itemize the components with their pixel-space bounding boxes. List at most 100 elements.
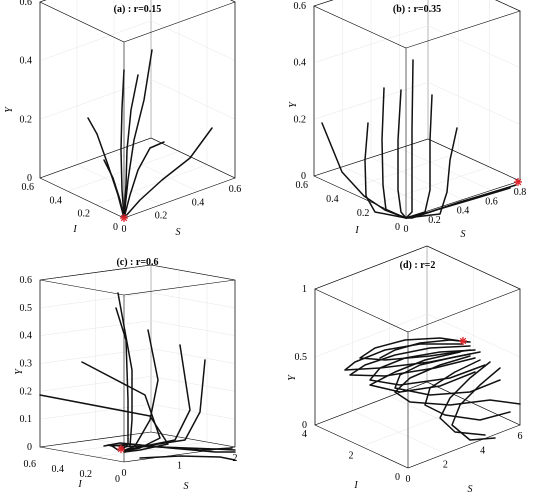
wall-grid-line: [314, 313, 521, 358]
x-tick-label: 0.6: [229, 184, 242, 195]
z-tick-label: 0.6: [20, 0, 33, 8]
y-tick-label: 0.4: [326, 194, 339, 205]
y-tick-label: 2: [349, 451, 354, 462]
y-axis-label: I: [353, 480, 358, 491]
trajectory-line: [379, 339, 471, 359]
trajectory-line: [87, 117, 125, 219]
y-axis-label: I: [354, 225, 359, 236]
trajectory-line: [81, 361, 161, 452]
floor-front-edge: [39, 177, 236, 219]
x-axis-label: S: [176, 227, 181, 238]
x-tick-label: 2: [233, 453, 238, 464]
trajectory-line: [369, 351, 476, 393]
y-axis-label: I: [77, 479, 82, 490]
floor-grid-line: [342, 166, 435, 209]
trajectory-line: [103, 442, 233, 451]
z-tick-label: 0.1: [20, 414, 33, 425]
y-tick-label: 0: [115, 474, 120, 485]
trajectory-line: [124, 329, 159, 451]
floor-grid-line: [399, 148, 492, 191]
x-tick-label: 0.2: [428, 215, 441, 226]
trajectory-line: [394, 351, 501, 396]
trajectory-line: [124, 344, 191, 453]
trajectory-line: [451, 367, 501, 441]
trajectory-line: [405, 59, 414, 219]
trajectory-line: [405, 127, 458, 219]
box-top-frame: [313, 0, 521, 49]
x-tick-label: 0.2: [155, 211, 168, 222]
trajectory-line: [123, 74, 139, 219]
z-tick-label: 0.6: [20, 275, 33, 286]
trajectory-line: [115, 307, 129, 451]
trajectory-line: [349, 345, 476, 377]
floor-grid-line: [67, 151, 180, 192]
wall-grid-line: [313, 82, 521, 125]
z-tick-label: 0: [302, 420, 307, 431]
x-tick-label: 0.4: [192, 197, 205, 208]
trajectory-line: [117, 292, 133, 449]
panel-title: (b) : r=0.35: [393, 4, 441, 15]
z-tick-label: 0.6: [294, 1, 307, 12]
panel-b: 00.20.40.60.800.20.40.600.20.40.6SIY(b) …: [288, 0, 526, 240]
trajectory-line: [381, 87, 407, 219]
wall-grid-line: [39, 79, 236, 120]
wall-grid-line: [39, 320, 236, 336]
box-top-frame: [39, 0, 236, 43]
trajectory-line: [139, 455, 236, 461]
equilibrium-marker: [514, 178, 522, 186]
wall-grid-line: [314, 381, 521, 426]
x-tick-label: 6: [518, 431, 523, 442]
wall-grid-line: [39, 403, 236, 420]
panel-c: 0 1 2 0 0.2 0.4 0.6 0 0.1 0.2 0.3 0.4 0.5 0.6 S I Y (c) :…: [14, 257, 238, 492]
equilibrium-marker: [117, 445, 125, 453]
y-tick-label: 0.6: [22, 182, 35, 193]
x-tick-label: 0.6: [485, 196, 498, 207]
y-tick-label: 0.4: [50, 195, 63, 206]
floor-front-edge: [314, 424, 521, 469]
x-tick-label: 0.8: [514, 187, 527, 198]
box-top-frame: [314, 245, 521, 333]
z-tick-label: 0: [27, 173, 32, 184]
y-tick-label: 0.6: [24, 459, 37, 470]
floor-grid-line: [361, 403, 474, 447]
z-tick-label: 0.2: [20, 386, 33, 397]
trajectory-line: [369, 349, 486, 386]
y-tick-label: 4: [302, 429, 307, 440]
trajectory-line: [123, 127, 213, 219]
equilibrium-marker: [459, 337, 467, 345]
x-tick-label: 0: [404, 224, 409, 235]
trajectory-line: [359, 337, 471, 361]
floor-grid-line: [95, 441, 208, 458]
z-tick-label: 0.2: [20, 114, 33, 125]
x-tick-label: 2: [443, 460, 448, 471]
box-top-frame: [39, 264, 236, 296]
trajectory-line: [39, 394, 169, 453]
panel-title: (c) : r=0.6: [116, 257, 158, 268]
x-tick-label: 0: [122, 224, 127, 235]
x-axis-label: S: [468, 484, 473, 495]
y-axis-label: I: [72, 224, 77, 235]
trajectory-line: [405, 94, 433, 219]
floor-grid-line: [113, 151, 199, 192]
trajectory-line: [123, 49, 153, 219]
wall-grid-line: [39, 348, 236, 364]
equilibrium-star-stroke: [120, 214, 128, 222]
floor-grid-line: [370, 157, 464, 200]
x-tick-label: 1: [177, 461, 182, 472]
x-axis-label: S: [461, 229, 466, 240]
trajectory-line: [123, 141, 165, 219]
x-tick-label: 0: [122, 468, 127, 479]
wall-grid-line: [39, 20, 236, 61]
wall-grid-line: [39, 292, 236, 309]
y-tick-label: 0: [395, 222, 400, 233]
y-tick-label: 0: [113, 222, 118, 233]
x-tick-label: 4: [480, 445, 485, 456]
floor-grid-line: [76, 164, 162, 205]
wall-grid-line: [39, 376, 236, 392]
floor-back-edge: [39, 137, 236, 179]
z-tick-label: 0.4: [20, 331, 33, 342]
floor-grid-line: [344, 152, 459, 191]
panel-title: (a) : r=0.15: [114, 4, 162, 15]
equilibrium-star-stroke: [514, 178, 522, 186]
